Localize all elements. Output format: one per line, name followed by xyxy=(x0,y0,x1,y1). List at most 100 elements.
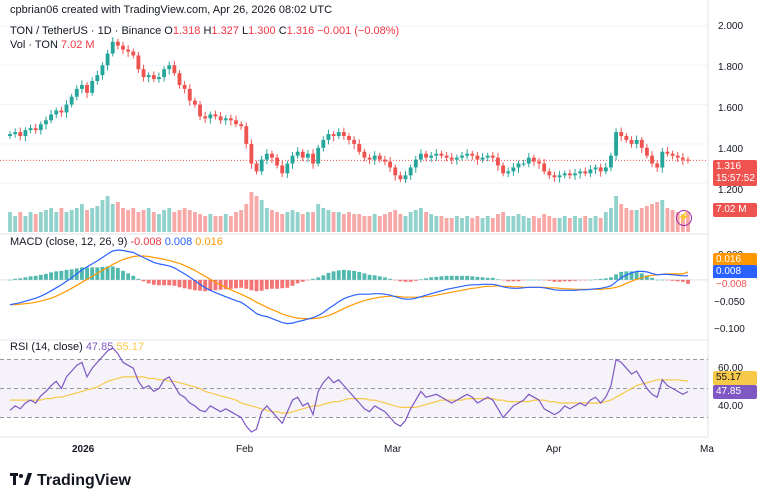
volume-bar xyxy=(377,216,382,232)
time-axis-label: 2026 xyxy=(72,444,95,455)
price-axis-label: 2.000 xyxy=(718,21,744,32)
candle-body xyxy=(537,161,541,164)
candle-body xyxy=(54,110,59,115)
candle-body xyxy=(49,114,54,121)
volume-bar xyxy=(295,212,300,232)
ohlc-l-label: L xyxy=(241,25,249,37)
macd-histogram-bar xyxy=(239,279,244,288)
volume-bar xyxy=(85,210,89,232)
volume-bar xyxy=(74,208,79,232)
rsi-value: 47.85 xyxy=(85,341,114,353)
macd-histogram-bar xyxy=(264,279,269,290)
volume-bar xyxy=(557,218,562,232)
candle-body xyxy=(475,155,480,160)
candle-body xyxy=(208,114,213,119)
macd-histogram-bar xyxy=(280,279,285,289)
symbol-legend[interactable]: TON / TetherUS · 1D · Binance O1.318 H1.… xyxy=(10,25,399,37)
macd-histogram-bar xyxy=(198,279,202,291)
candle-body xyxy=(372,155,377,160)
macd-histogram-bar xyxy=(146,279,151,284)
macd-histogram-bar xyxy=(326,272,331,280)
volume-bars xyxy=(8,192,690,232)
macd-histogram-bar xyxy=(54,271,59,280)
macd-histogram-bar xyxy=(64,269,69,280)
macd-histogram-bar xyxy=(172,279,177,286)
candle-body xyxy=(526,157,531,164)
candle-body xyxy=(321,139,326,148)
price-change: −0.001 (−0.08%) xyxy=(317,25,400,37)
rsi-legend[interactable]: RSI (14, close) 47.85 55.17 xyxy=(10,341,144,353)
candle-body xyxy=(341,132,346,137)
macd-histogram-bar xyxy=(398,279,403,282)
candle-body xyxy=(480,157,485,160)
macd-histogram-bar xyxy=(449,275,454,280)
volume-bar xyxy=(429,214,434,232)
volume-bar xyxy=(578,218,583,232)
candle-body xyxy=(567,173,572,176)
volume-bar xyxy=(110,204,115,232)
volume-bar xyxy=(372,214,377,232)
macd-histogram-bar xyxy=(372,275,377,280)
volume-bar xyxy=(629,210,634,232)
volume-bar xyxy=(552,218,557,232)
volume-bar xyxy=(264,208,269,232)
candle-body xyxy=(213,114,218,117)
candle-body xyxy=(583,171,588,174)
lightning-icon[interactable]: ⚡ xyxy=(676,210,692,226)
candle-body xyxy=(644,147,649,156)
candle-body xyxy=(454,157,459,160)
volume-bar xyxy=(490,218,495,232)
macd-histogram-bar xyxy=(629,271,634,280)
macd-histogram-bar xyxy=(388,278,393,280)
ohlc-c-label: C xyxy=(278,25,287,37)
volume-bar xyxy=(531,216,536,232)
volume-bar xyxy=(583,216,588,232)
macd-histogram-bar xyxy=(311,278,315,280)
candle-body xyxy=(316,147,321,164)
volume-bar xyxy=(321,208,326,232)
volume-bar xyxy=(100,200,105,232)
macd-histogram-bar xyxy=(485,277,490,280)
candle-body xyxy=(670,153,675,156)
volume-bar xyxy=(254,196,259,232)
volume-bar xyxy=(136,212,141,232)
candle-body xyxy=(146,75,151,78)
volume-bar xyxy=(598,218,603,232)
macd-histogram-bar xyxy=(213,279,218,291)
macd-histogram-bar xyxy=(557,279,562,282)
macd-histogram-bar xyxy=(187,279,192,290)
volume-bar xyxy=(105,196,110,232)
macd-histogram-bar xyxy=(531,279,536,281)
candle-body xyxy=(162,69,167,78)
macd-histogram-bar xyxy=(295,279,300,284)
candle-body xyxy=(424,153,428,158)
macd-histogram-bar xyxy=(470,276,475,280)
candle-body xyxy=(28,128,33,131)
volume-legend[interactable]: Vol · TON 7.02 M xyxy=(10,39,95,51)
candle-body xyxy=(547,171,552,176)
volume-bar xyxy=(54,212,59,232)
macd-histogram-bar xyxy=(341,269,346,280)
volume-bar xyxy=(162,210,167,232)
macd-signal-badge: 0.016 xyxy=(713,253,757,267)
volume-bar xyxy=(670,210,675,232)
symbol-name: TON / TetherUS · 1D · Binance xyxy=(10,25,162,37)
macd-histogram-bar xyxy=(167,279,172,286)
candle-body xyxy=(275,157,280,166)
candle-body xyxy=(44,120,48,125)
macd-histogram-bar xyxy=(367,274,372,280)
grid-lines xyxy=(0,0,709,438)
macd-histogram-bar xyxy=(259,279,264,291)
ohlc-o-value: 1.318 xyxy=(172,25,201,37)
volume-bar xyxy=(496,214,500,232)
volume-bar xyxy=(603,212,608,232)
macd-histogram-bar xyxy=(547,279,552,281)
countdown-badge: 15:57:52 xyxy=(713,172,757,186)
candle-body xyxy=(511,167,516,172)
volume-bar xyxy=(182,208,187,232)
macd-legend[interactable]: MACD (close, 12, 26, 9) -0.008 0.008 0.0… xyxy=(10,236,223,248)
macd-histogram-bar xyxy=(660,279,665,281)
volume-bar xyxy=(362,216,367,232)
macd-histogram-bar xyxy=(506,279,511,282)
candle-body xyxy=(403,175,408,180)
